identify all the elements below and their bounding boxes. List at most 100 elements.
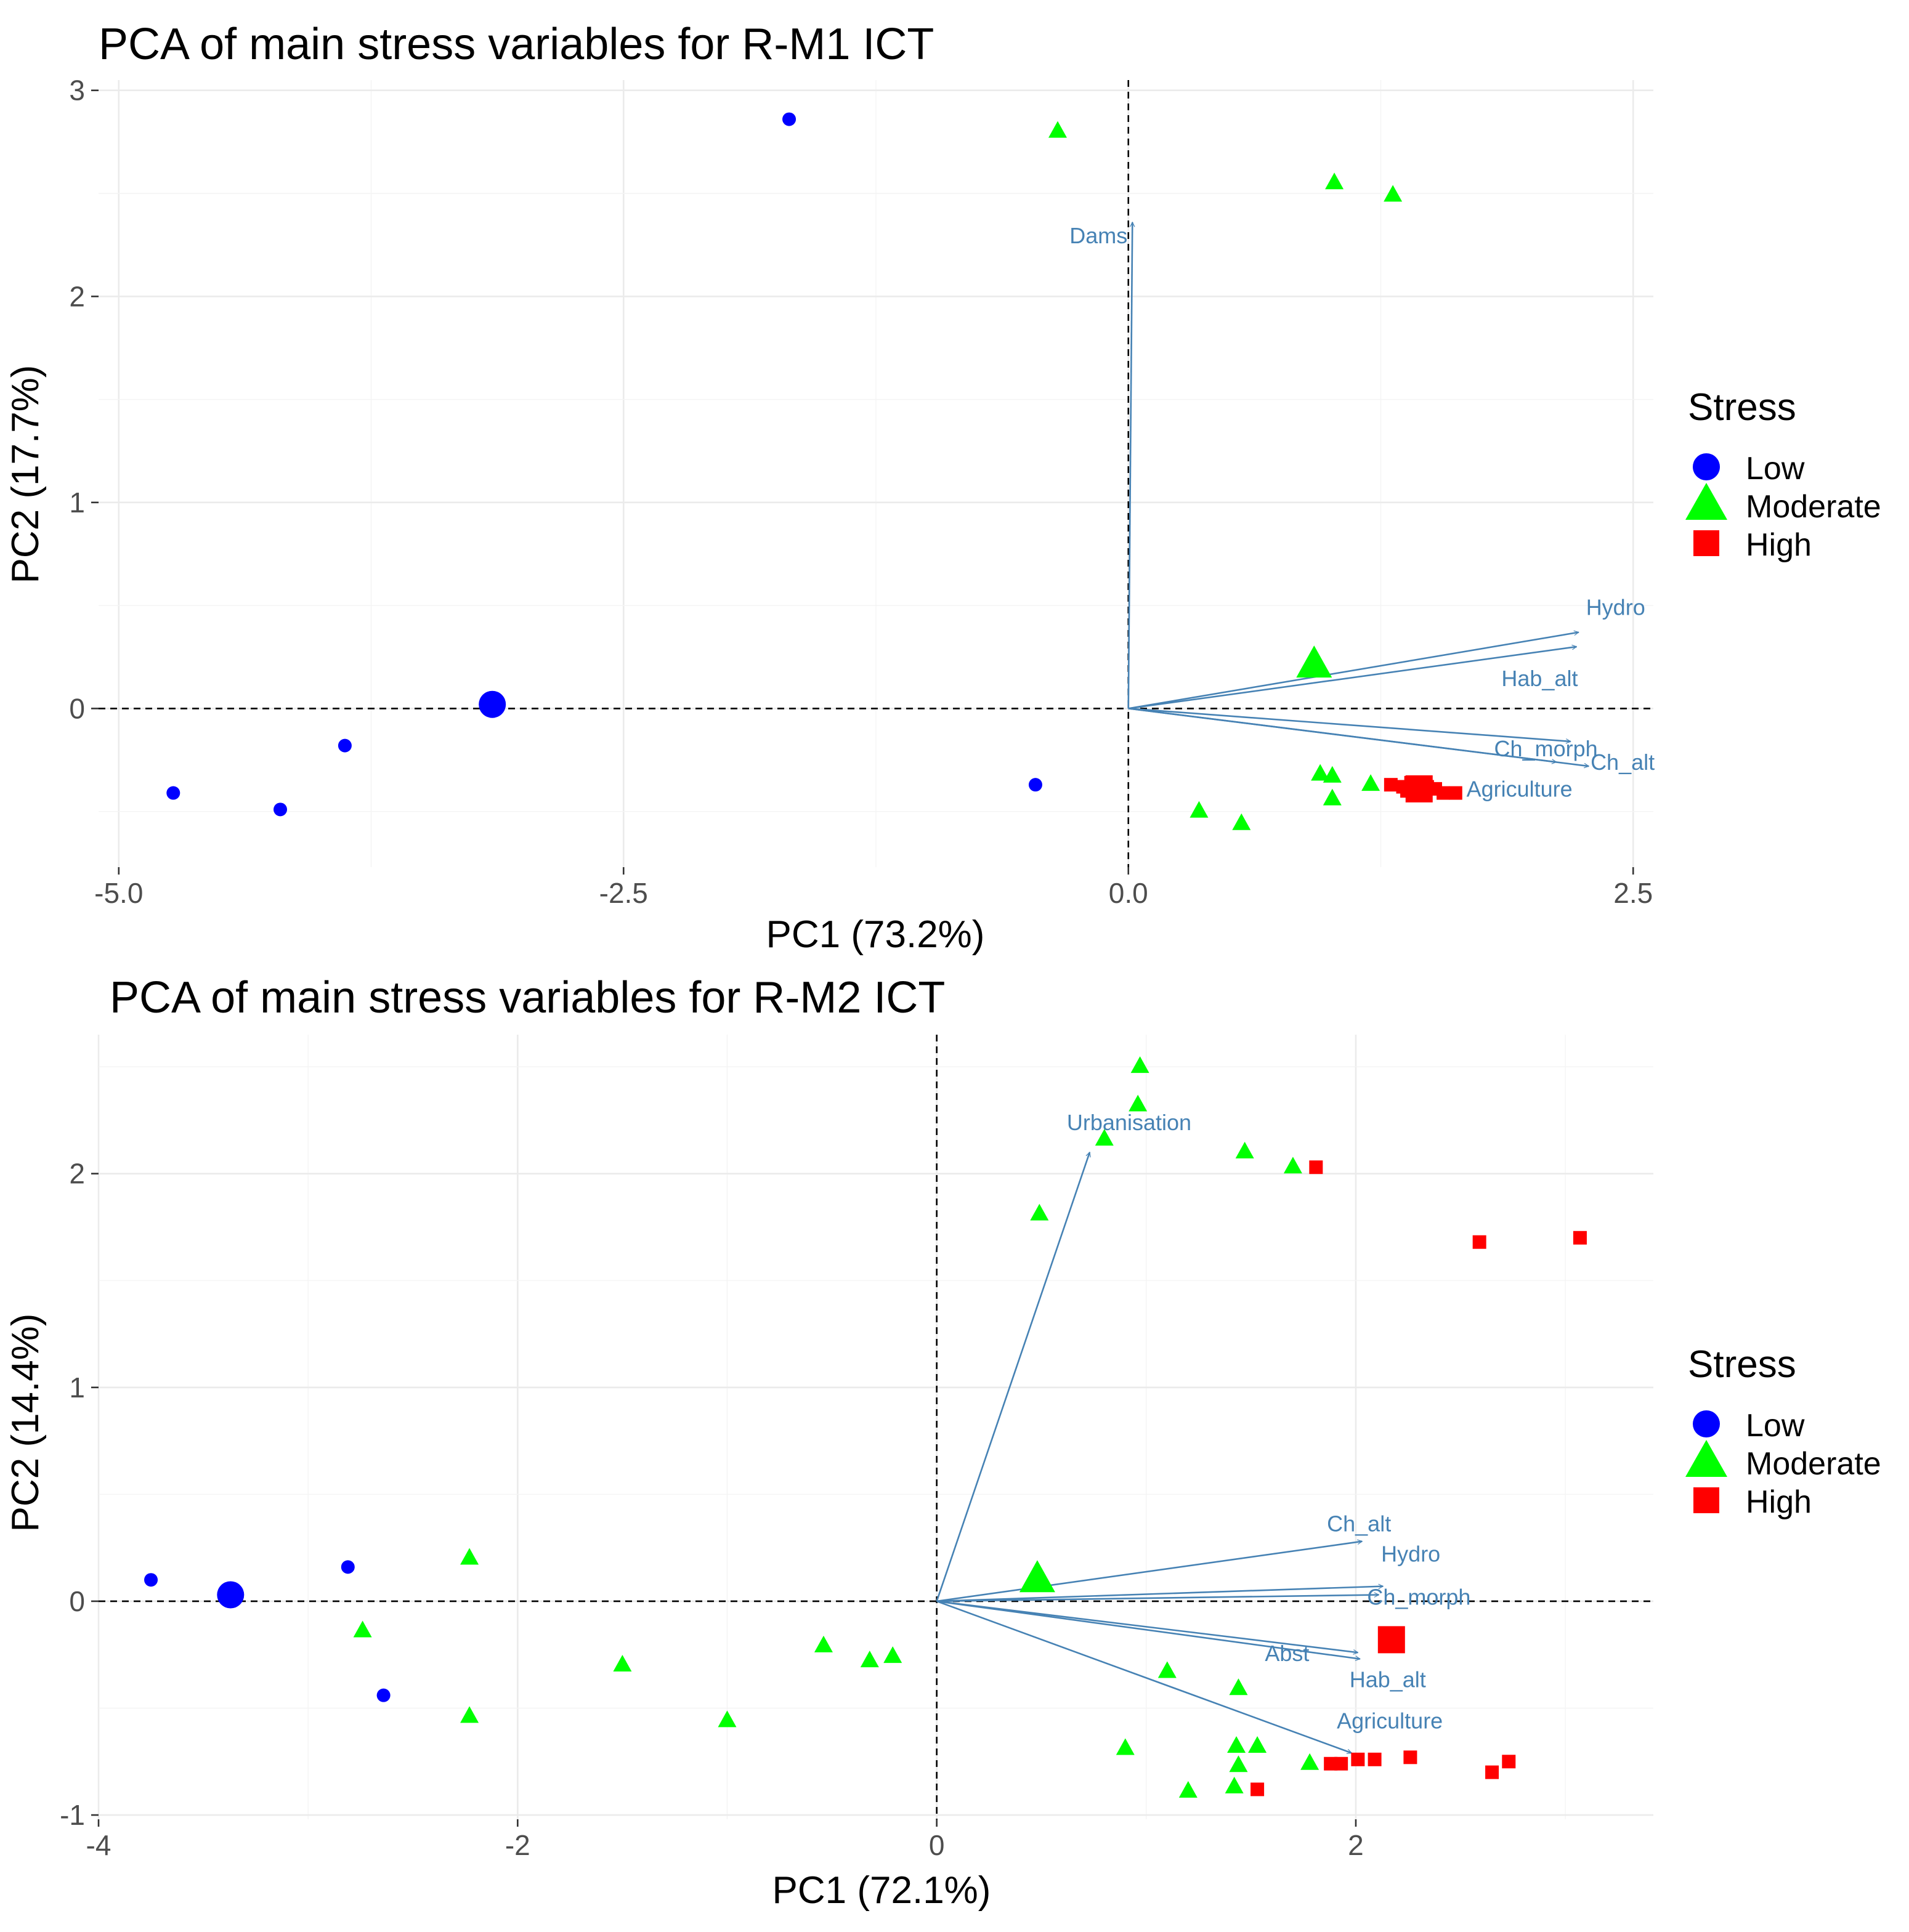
centroid-moderate xyxy=(1296,645,1332,678)
legend-label-high: High xyxy=(1746,527,1812,563)
point-moderate xyxy=(1248,1736,1267,1753)
grid xyxy=(97,1035,1653,1819)
x-tick-label: 2.5 xyxy=(1613,877,1653,909)
loading-label-ch-morph: Ch_morph xyxy=(1367,1585,1470,1610)
legend-label-high: High xyxy=(1746,1484,1812,1520)
x-axis-title: PC1 (73.2%) xyxy=(766,913,985,956)
loading-arrow-agriculture xyxy=(1128,708,1557,762)
pca-panel-r-m2: PCA of main stress variables for R-M2 IC… xyxy=(4,973,1881,1912)
loading-arrow-urbanisation xyxy=(936,1152,1090,1602)
legend-label-low: Low xyxy=(1746,451,1805,487)
point-low xyxy=(166,786,180,800)
point-moderate xyxy=(1030,1203,1049,1221)
point-moderate xyxy=(1229,1678,1248,1696)
point-moderate xyxy=(1225,1776,1244,1793)
y-axis-title: PC2 (17.7%) xyxy=(4,365,47,584)
centroid-high xyxy=(1377,1626,1405,1654)
legend-title: Stress xyxy=(1688,386,1796,429)
pca-panel-r-m1: PCA of main stress variables for R-M1 IC… xyxy=(4,20,1881,956)
chart-title: PCA of main stress variables for R-M1 IC… xyxy=(99,20,934,69)
point-moderate xyxy=(1283,1157,1302,1174)
point-moderate xyxy=(353,1620,372,1638)
point-moderate xyxy=(1190,801,1209,818)
point-moderate xyxy=(1227,1736,1246,1753)
x-tick-label: -2 xyxy=(505,1829,530,1861)
centroid-low xyxy=(479,690,506,718)
legend-label-low: Low xyxy=(1746,1408,1805,1444)
point-moderate xyxy=(460,1548,479,1565)
loading-arrow-hydro xyxy=(936,1586,1384,1603)
x-axis-title: PC1 (72.1%) xyxy=(772,1869,991,1912)
point-high xyxy=(1351,1752,1365,1766)
x-tick-label: 0 xyxy=(929,1829,945,1861)
legend-key-low xyxy=(1693,1410,1720,1437)
x-tick-label: 0.0 xyxy=(1109,877,1148,909)
point-moderate xyxy=(460,1706,479,1723)
x-tick-label: -5.0 xyxy=(94,877,143,909)
point-high xyxy=(1485,1765,1499,1779)
point-high xyxy=(1437,786,1451,800)
loading-label-urbanisation: Urbanisation xyxy=(1067,1110,1191,1135)
point-moderate xyxy=(1157,1661,1177,1678)
loading-label-ch-alt: Ch_alt xyxy=(1327,1511,1391,1537)
loading-arrow-hydro xyxy=(1128,633,1579,709)
point-moderate xyxy=(1323,766,1342,783)
point-moderate xyxy=(1311,764,1330,781)
reference-lines xyxy=(99,1035,1653,1819)
loading-label-ch-morph: Ch_morph xyxy=(1494,736,1598,761)
y-tick-label: 2 xyxy=(69,280,85,312)
point-moderate xyxy=(718,1710,737,1728)
y-tick-label: 0 xyxy=(69,1585,85,1617)
axes: -5.0 -2.5 0.0 2.5 0 1 2 3 xyxy=(69,75,1653,909)
point-low xyxy=(1028,778,1042,792)
point-moderate xyxy=(860,1651,879,1668)
point-moderate xyxy=(1232,813,1251,830)
scores xyxy=(166,112,1462,830)
loading-arrow-agriculture xyxy=(936,1600,1352,1753)
legend-label-moderate: Moderate xyxy=(1746,489,1881,525)
loading-arrow-ch-alt xyxy=(936,1542,1363,1603)
point-moderate xyxy=(883,1646,902,1663)
point-high xyxy=(1472,1235,1486,1249)
point-moderate xyxy=(1361,774,1380,791)
y-tick-label: 2 xyxy=(69,1158,85,1190)
x-tick-label: -4 xyxy=(86,1829,111,1861)
loading-label-hydro: Hydro xyxy=(1586,595,1645,620)
loading-label-hydro: Hydro xyxy=(1381,1542,1440,1567)
point-moderate xyxy=(814,1635,833,1652)
loading-arrow-hab-alt xyxy=(936,1600,1360,1659)
point-moderate xyxy=(1323,788,1342,806)
loading-vectors: Urbanisation Ch_alt Hydro Ch_morph Abst Hab_a… xyxy=(936,1110,1470,1753)
point-high xyxy=(1384,778,1398,792)
loading-label-ch-alt: Ch_alt xyxy=(1591,750,1655,775)
legend-key-low xyxy=(1693,453,1720,480)
loading-label-agriculture: Agriculture xyxy=(1467,776,1573,801)
loading-label-hab-alt: Hab_alt xyxy=(1501,666,1578,691)
y-tick-label: -1 xyxy=(60,1799,85,1831)
point-moderate xyxy=(1229,1755,1248,1772)
point-low xyxy=(782,112,796,126)
point-moderate xyxy=(1300,1753,1319,1770)
point-high xyxy=(1324,1756,1338,1771)
point-high xyxy=(1334,1756,1348,1771)
point-high xyxy=(1309,1160,1323,1174)
point-low xyxy=(144,1573,158,1587)
y-tick-label: 1 xyxy=(69,1372,85,1404)
point-moderate xyxy=(1048,121,1068,138)
point-moderate xyxy=(1325,172,1344,190)
point-high xyxy=(1502,1755,1516,1769)
centroid-high xyxy=(1405,775,1433,802)
plot-area: Urbanisation Ch_alt Hydro Ch_morph Abst Hab_a… xyxy=(97,1035,1653,1819)
point-moderate xyxy=(1130,1056,1149,1073)
grid xyxy=(99,80,1653,867)
legend-key-high xyxy=(1693,1487,1719,1513)
legend-key-high xyxy=(1693,530,1719,556)
point-high xyxy=(1368,1752,1382,1766)
loading-label-abst: Abst xyxy=(1265,1641,1309,1666)
point-high xyxy=(1448,786,1462,800)
point-low xyxy=(274,802,288,817)
centroid-low xyxy=(217,1581,245,1609)
